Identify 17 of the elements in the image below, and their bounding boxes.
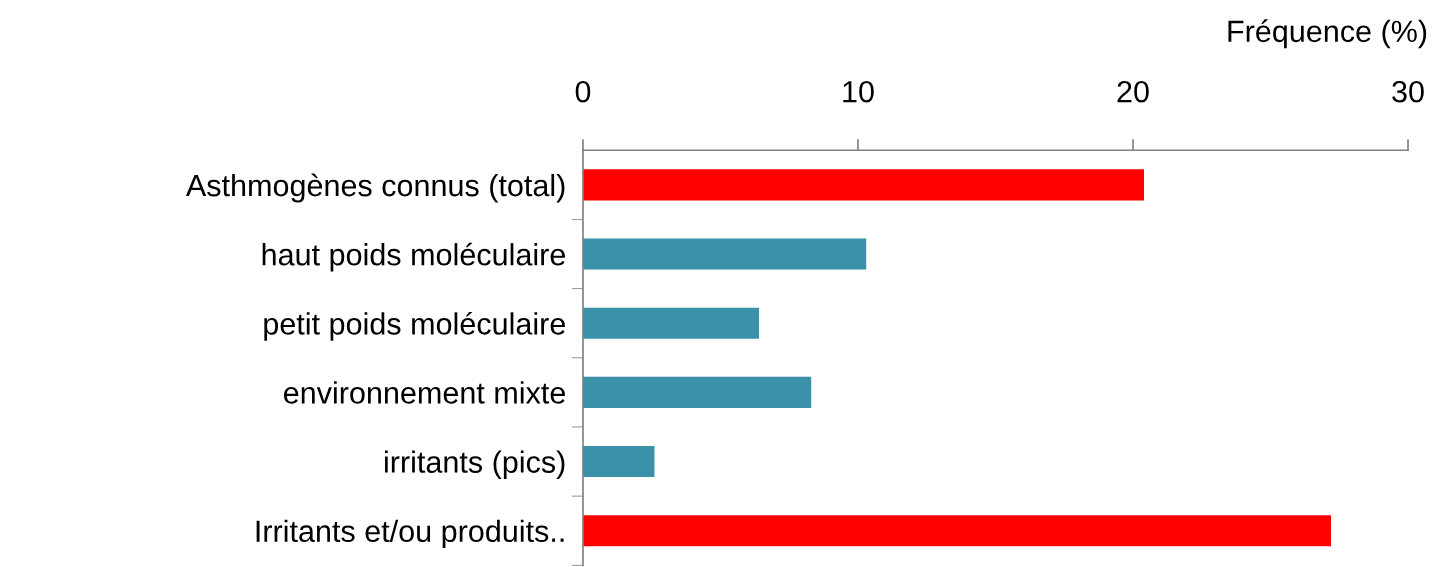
y-tick-label: haut poids moléculaire [262, 242, 565, 272]
bar [582, 515, 1331, 547]
y-tick-label: petit poids moléculaire [264, 311, 565, 341]
bar [582, 445, 655, 478]
y-tick-label: Asthmogènes connus (total) [185, 173, 565, 203]
bar [582, 169, 1144, 201]
x-tick-label: 0 [575, 80, 591, 103]
y-tick-label: Irritants et/ou produits.. [256, 519, 564, 549]
x-tick-label: 30 [1392, 80, 1424, 103]
y-tick-label: irritants (pics) [385, 450, 565, 479]
x-tick-label: 10 [843, 80, 874, 103]
bar [582, 307, 759, 339]
bar [582, 376, 812, 408]
x-tick-label: 20 [1117, 80, 1149, 103]
y-tick-label: environnement mixte [284, 381, 565, 404]
x-axis-title: Fréquence (%) [1228, 19, 1427, 49]
bar [582, 238, 867, 270]
